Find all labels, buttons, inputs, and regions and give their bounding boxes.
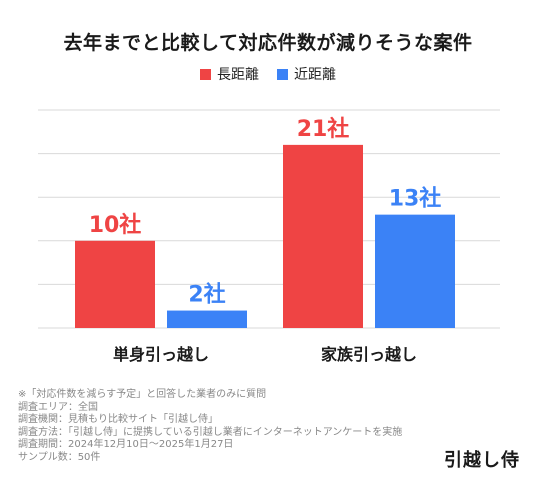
note-line: ※「対応件数を減らす予定」と回答した業者のみに質問	[18, 389, 267, 400]
category-label: 単身引っ越し	[113, 345, 209, 364]
note-line: サンプル数：50件	[18, 451, 101, 463]
bar-long	[75, 240, 155, 328]
legend-label-long: 長距離	[217, 67, 259, 83]
note-line: 調査機関：見積もり比較サイト「引越し侍」	[18, 414, 218, 426]
data-label: 21社	[297, 116, 350, 142]
legend-item-long: 長距離	[200, 64, 259, 84]
bar-short	[167, 310, 247, 328]
legend-swatch-long	[200, 68, 211, 80]
brand-logo-text: 引越し侍	[444, 450, 520, 471]
note-line: 調査期間：2024年12月10日〜2025年1月27日	[18, 439, 234, 451]
legend-label-short: 近距離	[294, 67, 336, 83]
legend-item-short: 近距離	[277, 64, 336, 84]
data-label: 10社	[89, 212, 142, 238]
chart-title: 去年までと比較して対応件数が減りそうな案件	[63, 32, 473, 54]
survey-notes: ※「対応件数を減らす予定」と回答した業者のみに質問 調査エリア：全国 調査機関：…	[18, 389, 402, 465]
data-label: 13社	[389, 186, 442, 212]
note-line: 調査エリア：全国	[18, 401, 98, 413]
legend: 長距離 近距離	[0, 64, 536, 84]
bar-long	[283, 144, 363, 328]
data-label: 2社	[188, 282, 225, 308]
category-label: 家族引っ越し	[321, 345, 417, 364]
bar-short	[375, 214, 455, 328]
legend-swatch-short	[277, 68, 288, 80]
note-line: 調査方法：「引越し侍」に提携している引越し業者にインターネットアンケートを実施	[18, 426, 403, 438]
